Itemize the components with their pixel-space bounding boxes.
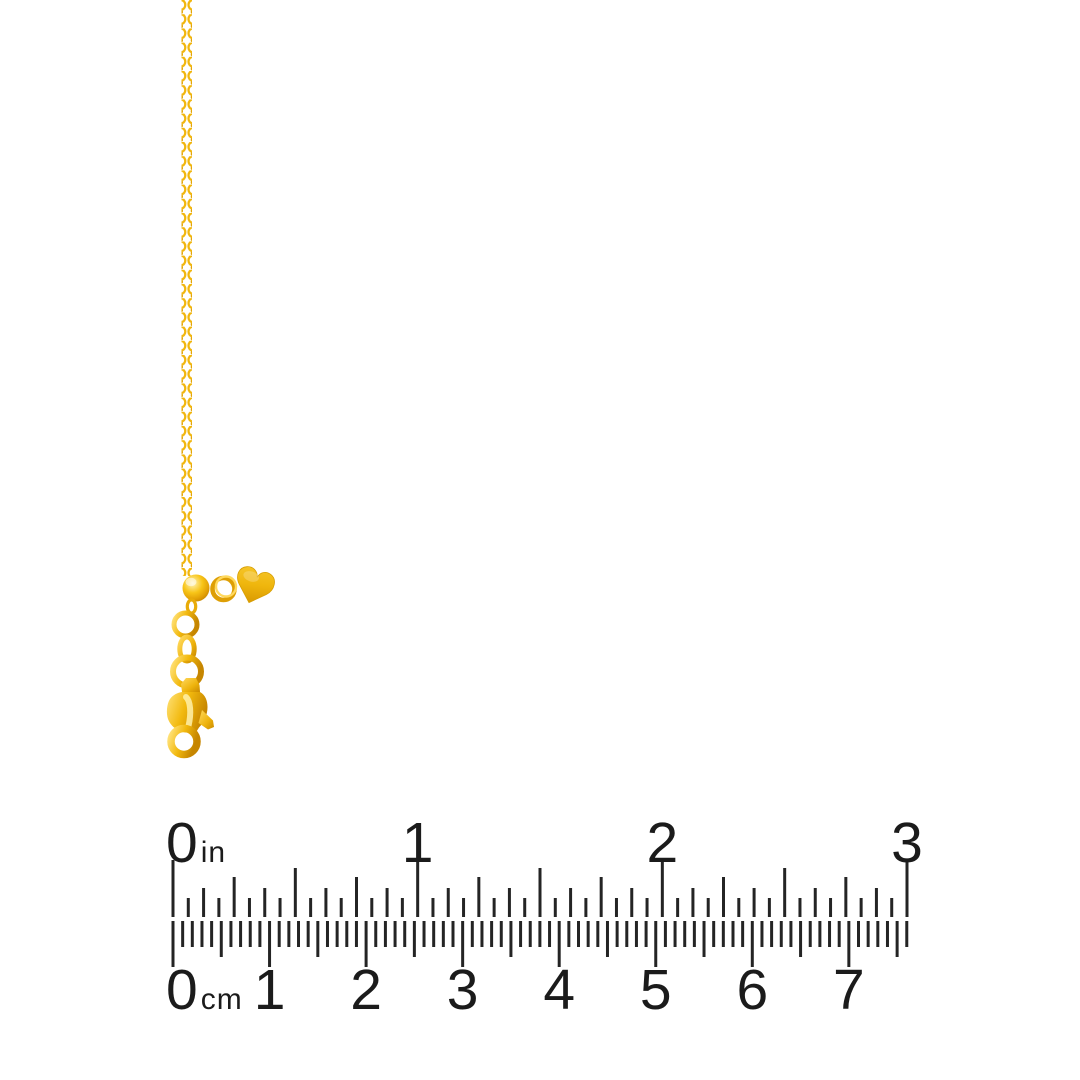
inch-label-2: 2 [646,815,678,872]
cm-label-5: 5 [640,962,672,1019]
cm-label-number: 6 [736,958,769,1022]
clasp-hinge [181,678,200,692]
heart-charm [237,566,275,604]
clasp-trigger [198,710,214,730]
inch-label-number: 0 [166,811,198,875]
cm-label-number: 5 [639,958,672,1022]
cm-label-3: 3 [447,962,479,1019]
cm-label-4: 4 [543,962,575,1019]
oval-link [177,634,197,664]
cm-label-7: 7 [833,962,865,1019]
inch-label-number: 3 [891,811,923,875]
cm-label-6: 6 [736,962,768,1019]
inch-label-0: 0 in [166,815,226,872]
inch-label-3: 3 [891,815,923,872]
clasp-body [166,692,208,733]
lobster-clasp [166,678,214,759]
clasp-loop [167,724,201,759]
cm-label-2: 2 [350,962,382,1019]
inch-label-1: 1 [402,815,434,872]
cm-label-number: 7 [832,958,865,1022]
inch-label-unit: in [200,836,227,869]
inch-label-number: 1 [401,811,434,875]
inch-label-number: 2 [646,811,679,875]
clasp-highlight [183,694,194,729]
cm-label-0: 0 cm [166,962,243,1019]
heart-jump-ring [210,575,238,603]
cm-label-1: 1 [254,962,286,1019]
cm-label-unit: cm [200,983,243,1016]
cable-chain [181,0,192,576]
slider-bead [182,574,210,602]
cm-label-number: 4 [543,958,576,1022]
cm-label-number: 1 [253,958,286,1022]
cm-label-number: 0 [166,958,198,1022]
cm-label-number: 3 [446,958,479,1022]
cm-label-number: 2 [350,958,382,1022]
